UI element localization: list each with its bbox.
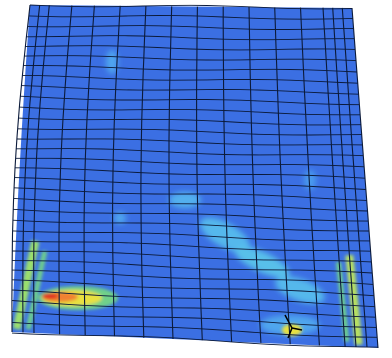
screenshot <box>0 0 392 358</box>
fe-mesh-view <box>0 0 392 358</box>
